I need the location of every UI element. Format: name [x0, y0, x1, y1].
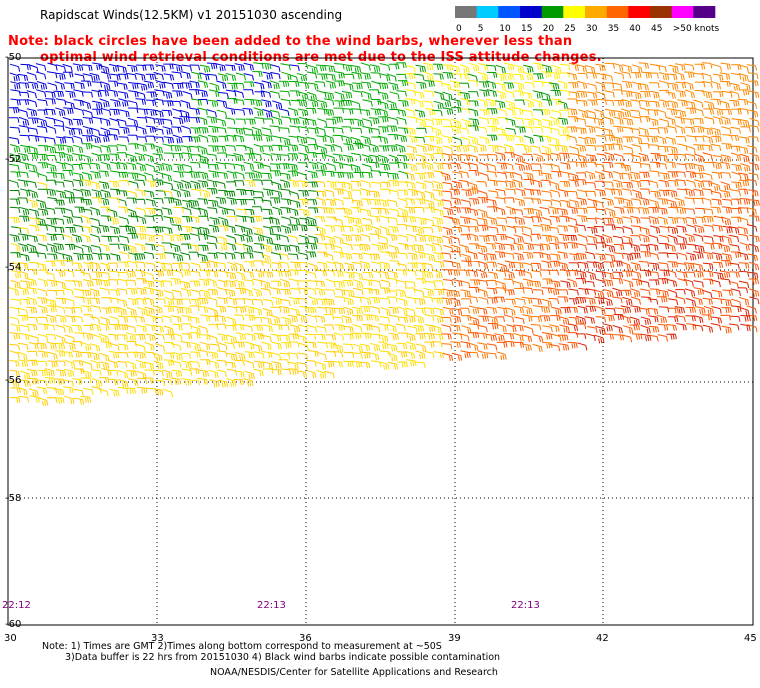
- wind-barbs: [560, 224, 760, 351]
- colorbar-swatch: [476, 6, 499, 18]
- footnote-credit: NOAA/NESDIS/Center for Satellite Applica…: [210, 667, 498, 678]
- colorbar-swatch: [693, 6, 716, 18]
- lon-label: 33: [151, 633, 164, 644]
- colorbar-label: 45: [651, 24, 662, 34]
- colorbar-label: 35: [608, 24, 619, 34]
- colorbar-label: 0: [456, 24, 462, 34]
- colorbar-label: 40: [629, 24, 641, 34]
- time-label: 22:13: [257, 600, 286, 611]
- lon-label: 42: [596, 633, 609, 644]
- colorbar-swatch: [563, 6, 586, 18]
- wind-barbs: [440, 152, 760, 361]
- colorbar: 0 5 10 15 20 25 30 35 40 45 >50 knots: [455, 6, 720, 34]
- colorbar-swatch: [520, 6, 542, 18]
- footnote-line-2: 3)Data buffer is 22 hrs from 20151030 4)…: [65, 652, 501, 663]
- lat-label: -56: [5, 375, 22, 386]
- wind-barbs: [566, 62, 760, 154]
- colorbar-swatch: [585, 6, 607, 18]
- wind-barbs: [8, 62, 300, 145]
- colorbar-swatch: [628, 6, 651, 18]
- map-frame: [7, 57, 754, 626]
- wind-barbs: [413, 63, 569, 145]
- footnote-line-1: Note: 1) Times are GMT 2)Times along bot…: [42, 641, 442, 652]
- wind-barbs: [8, 179, 319, 263]
- colorbar-label: 30: [586, 24, 598, 34]
- colorbar-label: 15: [521, 24, 532, 34]
- colorbar-label: 10: [499, 24, 511, 34]
- colorbar-swatch: [455, 6, 477, 18]
- lon-label: 39: [448, 633, 461, 644]
- lat-label: -58: [5, 493, 22, 504]
- colorbar-swatch: [650, 6, 672, 18]
- lat-label: -60: [5, 619, 22, 630]
- lon-label: 45: [744, 633, 757, 644]
- lon-label: 30: [4, 633, 17, 644]
- wind-barbs: [8, 143, 568, 407]
- time-label: 22:12: [2, 600, 31, 611]
- colorbar-label: 20: [543, 24, 555, 34]
- wind-barbs: [404, 62, 571, 146]
- colorbar-label: 5: [478, 24, 484, 34]
- wind-barbs: [441, 152, 760, 361]
- lat-label: -54: [5, 262, 22, 273]
- map-title: Rapidscat Winds(12.5KM) v1 20151030 asce…: [40, 8, 343, 22]
- colorbar-swatch: [671, 6, 694, 18]
- colorbar-swatch: [606, 6, 629, 18]
- colorbar-swatch: [498, 6, 521, 18]
- wind-barbs: [9, 62, 409, 182]
- colorbar-label: >50 knots: [673, 24, 720, 34]
- time-label: 22:13: [511, 600, 540, 611]
- colorbar-swatch: [541, 6, 564, 18]
- lon-label: 36: [299, 633, 312, 644]
- colorbar-label: 25: [564, 24, 575, 34]
- lat-label: -52: [5, 154, 22, 165]
- lat-label: -50: [5, 52, 22, 63]
- note-line-1: Note: black circles have been added to t…: [8, 34, 573, 49]
- wind-barbs: [8, 143, 560, 404]
